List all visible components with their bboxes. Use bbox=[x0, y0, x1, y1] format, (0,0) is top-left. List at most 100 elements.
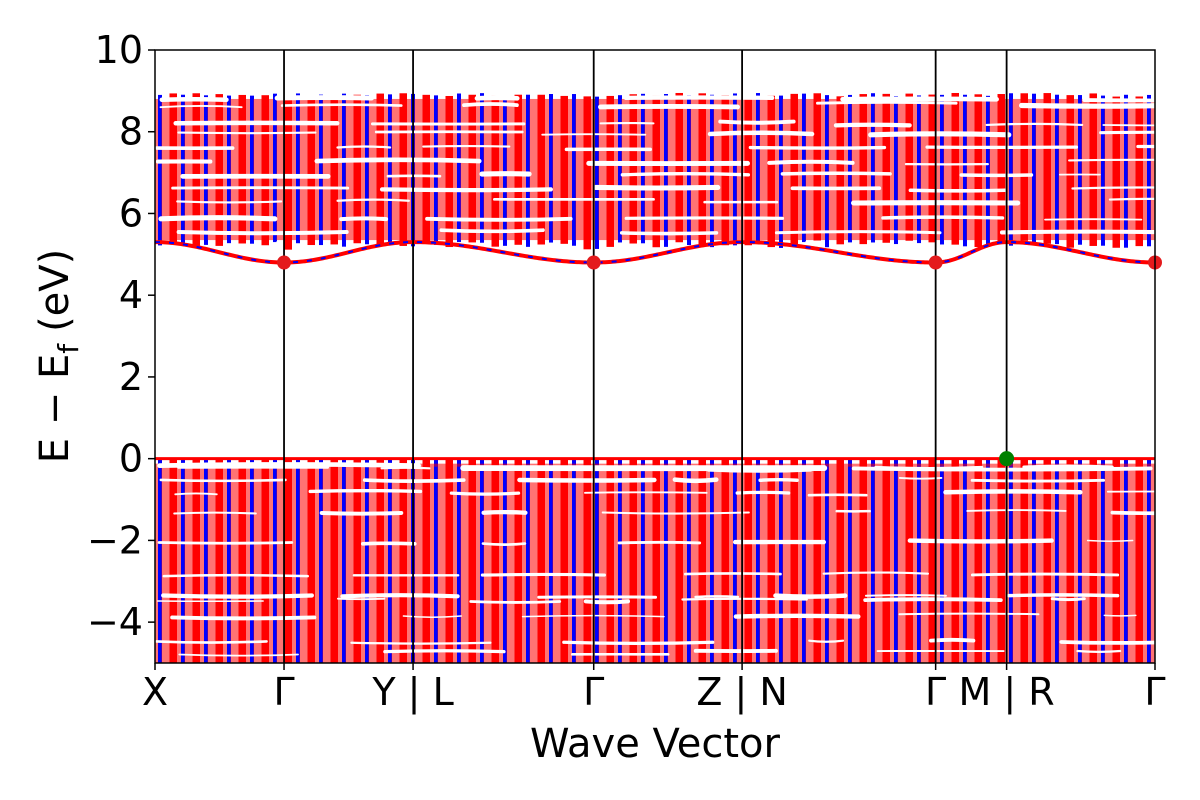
conduction-blue-stripe bbox=[319, 96, 323, 243]
x-tick-label: Γ bbox=[1144, 670, 1165, 714]
band-gap-streak bbox=[1068, 158, 1155, 162]
conduction-band-edge bbox=[155, 240, 1155, 265]
valence-fill bbox=[155, 463, 1155, 663]
band-gap-streak bbox=[280, 103, 403, 107]
conduction-blue-stripe bbox=[1009, 96, 1013, 243]
valence-blue-stripe bbox=[710, 466, 714, 663]
valence-blue-stripe bbox=[641, 466, 645, 663]
valence-blue-stripe bbox=[871, 466, 875, 663]
valence-blue-stripe bbox=[181, 466, 185, 663]
conduction-blue-stripe bbox=[480, 96, 484, 243]
conduction-blue-stripe bbox=[963, 96, 967, 243]
band-gap-streak bbox=[336, 198, 410, 202]
band-gap-streak bbox=[748, 145, 887, 150]
valence-blue-stripe bbox=[1055, 466, 1059, 663]
cbm-marker bbox=[277, 255, 292, 270]
conduction-blue-stripe bbox=[825, 96, 829, 243]
valence-blue-stripe bbox=[1147, 466, 1151, 663]
conduction-blue-stripe bbox=[1101, 96, 1105, 243]
conduction-blue-stripe bbox=[503, 96, 507, 243]
band-gap-streak bbox=[970, 478, 1106, 483]
band-gap-streak bbox=[898, 612, 1040, 616]
valence-blue-stripe bbox=[388, 466, 392, 663]
x-tick-label: Γ bbox=[273, 670, 294, 714]
band-gap-streak bbox=[707, 130, 815, 137]
band-gaps bbox=[155, 95, 1155, 657]
x-tick-label: X bbox=[142, 670, 168, 714]
band-gap-streak bbox=[339, 216, 389, 222]
band-gap-streak bbox=[617, 540, 702, 545]
valence-blue-stripe bbox=[250, 466, 254, 663]
band-gap-streak bbox=[481, 510, 528, 515]
band-gap-streak bbox=[161, 593, 314, 599]
conduction-blue-stripe bbox=[595, 96, 599, 243]
y-tick-label: 8 bbox=[119, 110, 143, 154]
band-gap-streak bbox=[350, 641, 492, 645]
conduction-blue-stripe bbox=[549, 96, 553, 243]
valence-blue-stripe bbox=[618, 466, 622, 663]
cbm-marker bbox=[928, 255, 943, 270]
valence-blue-stripe bbox=[204, 466, 208, 663]
valence-blue-stripe bbox=[733, 466, 737, 663]
band-gap-streak bbox=[517, 477, 657, 483]
valence-blue-stripe bbox=[434, 466, 438, 663]
band-gap-streak bbox=[864, 594, 947, 597]
band-gap-streak bbox=[999, 229, 1155, 235]
conduction-blue-stripe bbox=[1055, 96, 1059, 243]
band-gap-streak bbox=[562, 640, 715, 646]
conduction-band-minimum-dash bbox=[155, 241, 1155, 264]
band-gap-streak bbox=[767, 159, 855, 165]
valence-blue-stripe bbox=[480, 466, 484, 663]
band-gap-streak bbox=[718, 119, 796, 125]
valence-blue-stripe bbox=[365, 466, 369, 663]
conduction-blue-stripe bbox=[871, 96, 875, 243]
band-gap-streak bbox=[808, 639, 845, 643]
valence-blue-stripe bbox=[273, 466, 277, 663]
conduction-blue-stripe bbox=[1032, 96, 1036, 243]
conduction-blue-stripe bbox=[940, 96, 944, 243]
valence-blue-stripe bbox=[457, 466, 461, 663]
band-gap-streak bbox=[694, 595, 740, 599]
band-gap-streak bbox=[340, 593, 460, 599]
band-gap-streak bbox=[425, 216, 573, 222]
band-gap-streak bbox=[907, 538, 1054, 544]
conduction-blue-stripe bbox=[365, 96, 369, 243]
y-tick-label: 4 bbox=[119, 273, 143, 317]
conduction-blue-stripe bbox=[227, 96, 231, 243]
band-gap-streak bbox=[943, 489, 1083, 495]
band-gap-streak bbox=[822, 571, 930, 575]
conduction-blue-stripe bbox=[641, 96, 645, 243]
band-gap-streak bbox=[439, 228, 545, 234]
conduction-blue-stripe bbox=[894, 96, 898, 243]
conduction-blue-stripe bbox=[1078, 96, 1082, 243]
valence-blue-stripe bbox=[986, 466, 990, 663]
band-gap-streak bbox=[780, 171, 892, 176]
conduction-blue-stripe bbox=[917, 96, 921, 243]
band-gap-streak bbox=[966, 509, 1067, 512]
band-gap-streak bbox=[1076, 649, 1122, 653]
valence-blue-stripe bbox=[296, 466, 300, 663]
band-gap-streak bbox=[970, 572, 1120, 577]
plot-frame bbox=[154, 49, 1156, 664]
conduction-blue-stripe bbox=[434, 96, 438, 243]
band-gap-streak bbox=[851, 466, 1153, 472]
band-gap-streak bbox=[593, 184, 721, 191]
band-gap-streak bbox=[480, 572, 606, 577]
band-gap-streak bbox=[733, 613, 861, 619]
band-gap-streak bbox=[308, 488, 423, 494]
y-tick-label: 2 bbox=[119, 355, 143, 399]
band-gap-streak bbox=[402, 615, 462, 619]
valence-blue-stripe bbox=[963, 466, 967, 663]
band-gap-streak bbox=[672, 477, 719, 484]
valence-blue-stripe bbox=[756, 466, 760, 663]
band-gap-streak bbox=[176, 200, 283, 204]
valence-blue-stripe bbox=[779, 466, 783, 663]
band-gap-streak bbox=[158, 215, 278, 222]
cbm-marker bbox=[586, 255, 601, 270]
x-tick-label: Γ bbox=[583, 670, 604, 714]
band-gap-streak bbox=[619, 231, 719, 236]
valence-blue-stripe bbox=[1009, 466, 1013, 663]
valence-blue-stripe bbox=[825, 466, 829, 663]
conduction-blue-stripe bbox=[848, 96, 852, 243]
band-gap-streak bbox=[162, 573, 310, 578]
